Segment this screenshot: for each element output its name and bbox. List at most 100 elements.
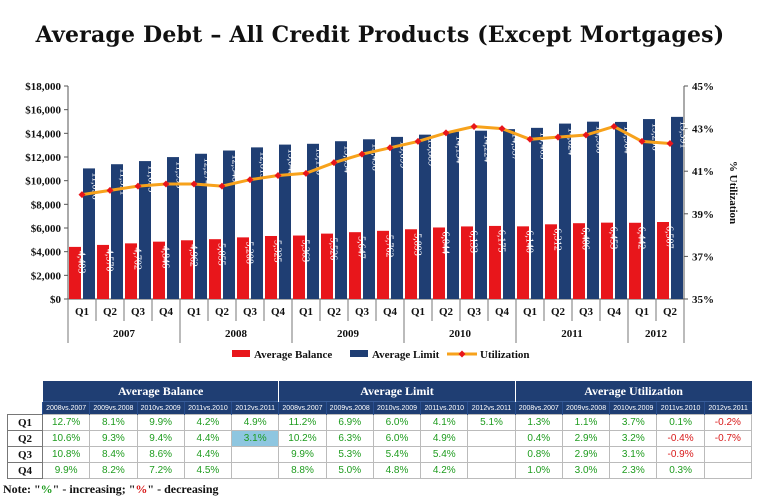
- x-tick-label: Q4: [495, 306, 510, 318]
- bar-average-balance: [545, 224, 557, 299]
- table-cell-util: [703, 446, 753, 463]
- note-decrease-marker: %: [135, 482, 148, 496]
- legend-label-utilization: Utilization: [480, 349, 530, 361]
- table-cell-balance: 12.7%: [41, 414, 91, 431]
- y2-axis-label: % Utilization: [727, 161, 739, 224]
- y-tick-label: $0: [50, 294, 62, 306]
- column-header: 2011vs.2010: [183, 401, 232, 415]
- bar-average-limit: [195, 153, 207, 299]
- bar-average-limit: [167, 157, 179, 299]
- growth-table: Average Balance Average Limit Average Ut…: [7, 381, 753, 479]
- y2-tick-label: 43%: [692, 124, 714, 136]
- bar-average-limit: [643, 119, 655, 299]
- column-header: 2009vs.2008: [89, 401, 138, 415]
- bar-average-balance: [349, 232, 361, 299]
- utilization-point: [442, 129, 450, 137]
- row-quarter-label: Q1: [7, 414, 43, 431]
- bar-label-limit: 11,655: [146, 165, 157, 192]
- x-tick-label: Q3: [131, 306, 146, 318]
- bar-average-balance: [181, 240, 193, 299]
- utilization-point: [498, 125, 506, 133]
- utilization-point: [386, 144, 394, 152]
- column-header: 2009vs.2008: [561, 401, 610, 415]
- table-cell-util: -0.2%: [703, 414, 753, 431]
- table-cell-limit: 5.4%: [372, 446, 422, 463]
- utilization-point: [78, 191, 86, 199]
- bar-label-limit: 15,206: [650, 123, 661, 151]
- column-header: 2012vs.2011: [703, 401, 752, 415]
- table-cell-balance: 9.9%: [136, 414, 185, 431]
- x-tick-label: Q2: [327, 306, 342, 318]
- bar-average-balance: [489, 225, 501, 299]
- note-prefix: Note: ": [3, 482, 41, 496]
- bar-average-balance: [69, 246, 81, 299]
- table-cell-balance: 3.1%: [231, 430, 280, 447]
- year-label: 2009: [337, 328, 360, 340]
- bar-label-balance: 6,140: [524, 230, 535, 253]
- bar-label-balance: 6,442: [636, 227, 647, 250]
- bar-label-limit: 13,889: [426, 139, 437, 167]
- column-header: 2008vs.2007: [514, 401, 563, 415]
- note-suffix: " - decreasing: [147, 482, 219, 496]
- bar-average-balance: [461, 226, 473, 299]
- table-cell-balance: [231, 446, 280, 463]
- y-tick-label: $8,000: [31, 199, 62, 211]
- table-cell-limit: 5.0%: [325, 462, 374, 479]
- y-tick-label: $10,000: [25, 176, 61, 188]
- bar-label-limit: 14,986: [594, 126, 605, 154]
- bar-average-balance: [629, 222, 641, 299]
- column-header: 2012vs.2011: [467, 401, 516, 415]
- utilization-point: [106, 186, 114, 194]
- legend-swatch-average-limit: [350, 350, 368, 357]
- table-cell-balance: 9.4%: [136, 430, 185, 447]
- x-tick-label: Q1: [75, 306, 89, 318]
- y2-tick-label: 35%: [692, 294, 714, 306]
- x-tick-label: Q3: [579, 306, 594, 318]
- column-header: 2010vs.2009: [609, 401, 657, 415]
- bar-average-limit: [111, 164, 123, 299]
- x-tick-label: Q1: [187, 306, 201, 318]
- table-cell-limit: 11.2%: [278, 414, 327, 431]
- table-cell-balance: 8.1%: [89, 414, 138, 431]
- x-tick-label: Q2: [215, 306, 230, 318]
- utilization-point: [554, 133, 562, 141]
- bar-average-limit: [223, 150, 235, 299]
- table-cell-util: 2.9%: [561, 430, 611, 447]
- bar-label-balance: 4,570: [104, 249, 115, 272]
- table-cell-limit: [467, 446, 516, 463]
- note-middle: " - increasing; ": [52, 482, 136, 496]
- bar-label-balance: 6,044: [440, 231, 451, 254]
- table-cell-balance: 8.4%: [89, 446, 138, 463]
- x-tick-label: Q2: [103, 306, 118, 318]
- table-cell-balance: 4.4%: [183, 430, 233, 447]
- table-cell-util: 0.1%: [656, 414, 705, 431]
- bar-label-balance: 5,208: [244, 241, 255, 264]
- y-tick-label: $18,000: [25, 81, 61, 93]
- year-label: 2007: [113, 328, 136, 340]
- x-tick-label: Q2: [663, 306, 678, 318]
- table-cell-balance: 10.6%: [41, 430, 91, 447]
- table-cell-balance: 4.5%: [183, 462, 233, 479]
- table-cell-util: -0.4%: [656, 430, 705, 447]
- table-row: Q3 10.8% 8.4% 8.6% 4.4% 9.9% 5.3% 5.4% 5.4% 0.8% 2…: [7, 446, 753, 463]
- table-cell-limit: 5.3%: [325, 446, 374, 463]
- bar-average-limit: [335, 141, 347, 299]
- bar-average-limit: [139, 161, 151, 299]
- column-header: 2012vs.2011: [231, 401, 279, 415]
- table-cell-balance: [231, 462, 280, 479]
- bar-average-balance: [125, 243, 137, 299]
- utilization-point: [218, 182, 226, 190]
- utilization-point: [638, 137, 646, 145]
- table-cell-limit: [467, 462, 516, 479]
- table-cell-util: 1.0%: [514, 462, 563, 479]
- bar-label-balance: 6,133: [468, 230, 479, 253]
- bar-label-limit: 13,048: [286, 149, 297, 177]
- bar-label-limit: 14,463: [538, 132, 549, 160]
- table-cell-limit: 4.8%: [372, 462, 422, 479]
- bar-label-balance: 4,846: [160, 246, 171, 269]
- bar-average-limit: [475, 130, 487, 299]
- y-tick-label: $2,000: [31, 270, 62, 282]
- table-row: Q1 12.7% 8.1% 9.9% 4.2% 4.9% 11.2% 6.9% 6.0% 4.1%…: [7, 414, 753, 431]
- bar-label-balance: 4,962: [188, 244, 199, 267]
- legend-label-average-limit: Average Limit: [372, 349, 440, 361]
